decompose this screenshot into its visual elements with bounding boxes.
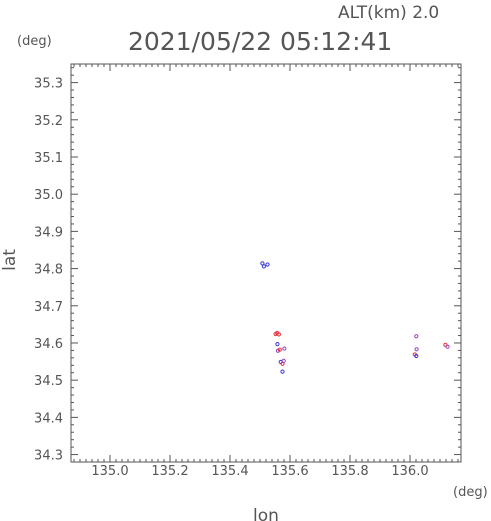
y-tick-label: 35.3 [34, 77, 63, 92]
data-point [280, 369, 285, 374]
data-point [414, 347, 419, 352]
x-unit-label: (deg) [453, 485, 488, 500]
y-tick-label: 34.7 [34, 300, 63, 315]
y-tick-label: 35.1 [34, 151, 63, 166]
y-tick-label: 35.2 [34, 114, 63, 129]
data-point [445, 344, 450, 349]
x-tick-label: 135.6 [271, 464, 308, 479]
y-tick-label: 34.6 [34, 337, 63, 352]
x-tick-label: 135.8 [331, 464, 368, 479]
x-tick-label: 135.4 [211, 464, 248, 479]
data-point [275, 341, 280, 347]
data-point [277, 347, 282, 352]
y-tick-label: 34.8 [34, 263, 63, 278]
chart-subtitle: ALT(km) 2.0 [338, 3, 439, 23]
x-tick-label: 135.2 [151, 464, 188, 479]
data-point [281, 358, 286, 363]
data-point [261, 264, 266, 269]
x-tick-label: 135.0 [91, 464, 128, 479]
data-point [276, 332, 281, 337]
y-tick-label: 34.9 [34, 225, 63, 240]
data-point [282, 346, 287, 351]
y-tick-label: 34.3 [34, 449, 63, 464]
y-tick-label: 35.0 [34, 188, 63, 203]
y-axis-label: lat [0, 249, 20, 271]
chart-title: 2021/05/22 05:12:41 [128, 27, 392, 56]
y-tick-label: 34.4 [34, 411, 63, 426]
plot-frame [70, 63, 462, 463]
data-point [414, 334, 419, 339]
y-unit-label: (deg) [17, 34, 52, 49]
x-tick-label: 136.0 [391, 464, 428, 479]
data-point [265, 262, 270, 267]
data-point [414, 353, 419, 359]
y-tick-label: 34.5 [34, 374, 63, 389]
x-axis-label: lon [253, 506, 279, 521]
